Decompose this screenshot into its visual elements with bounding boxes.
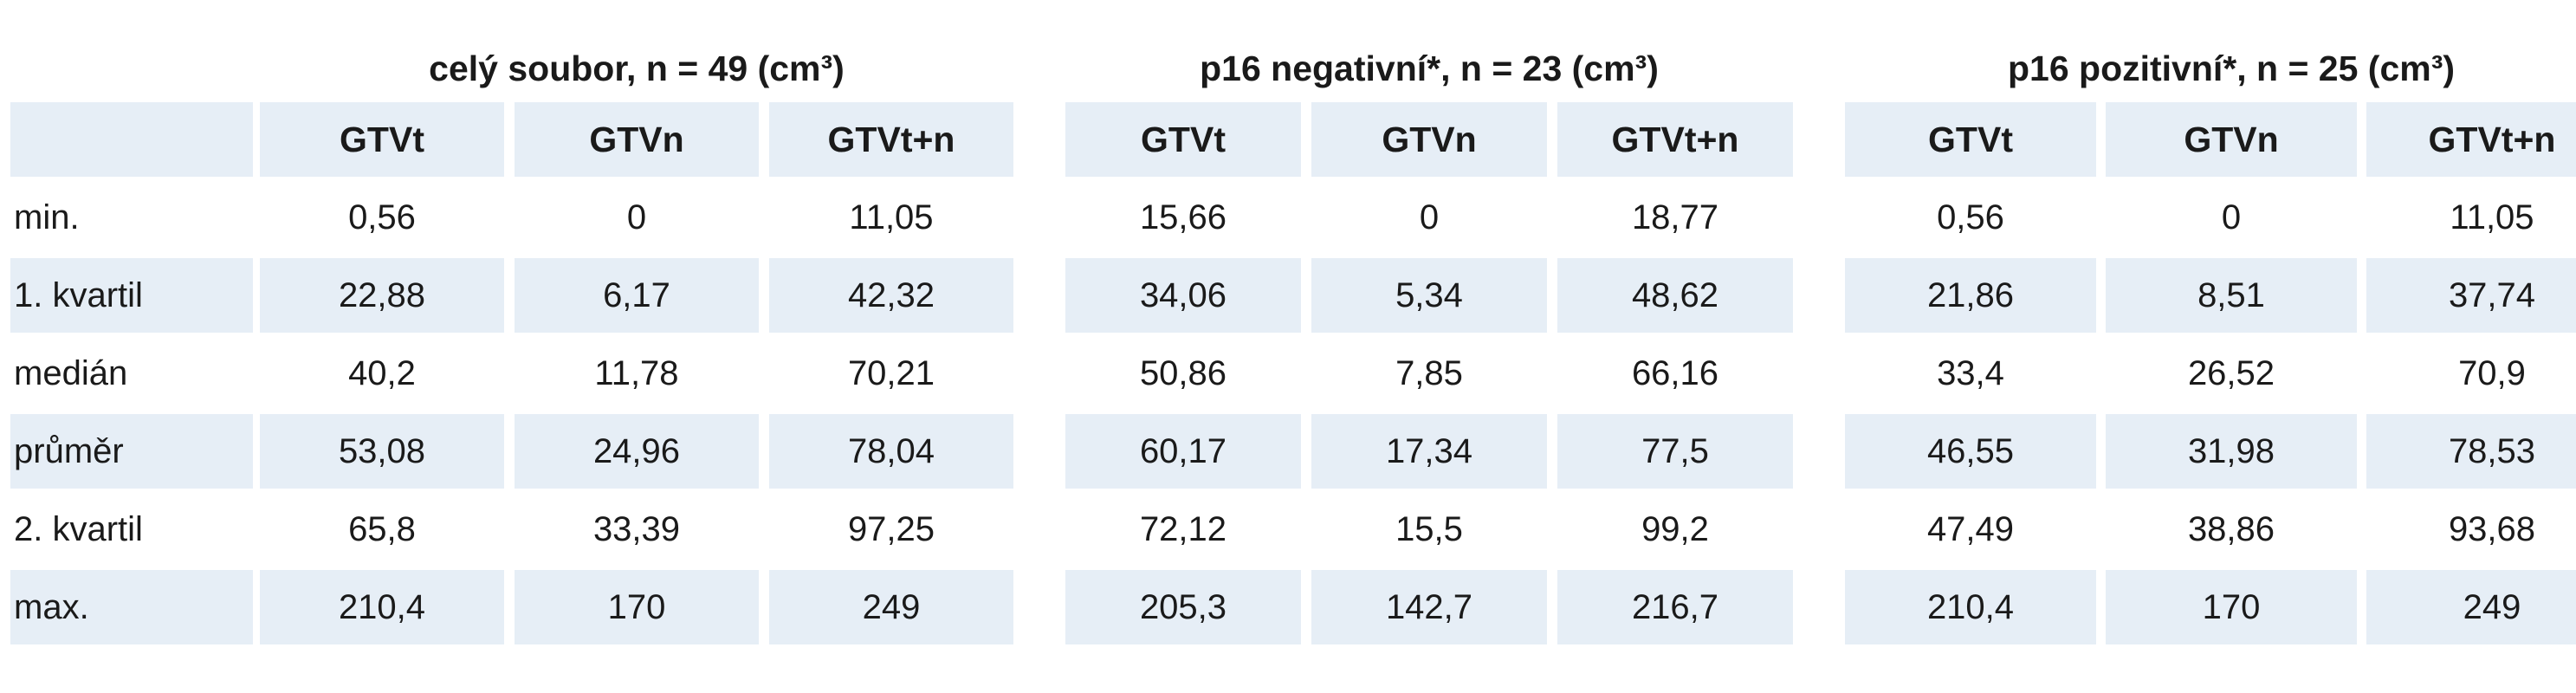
table-cell: 78,53 [2366,414,2576,489]
column-header: GTVn [2106,102,2357,177]
table-row: 1. kvartil 22,88 6,17 42,32 34,06 5,34 48,62 21… [10,258,2576,333]
column-gap [1013,570,1065,644]
table-cell: 11,78 [594,353,679,392]
table-cell: 142,7 [1311,570,1547,644]
table-row: 2. kvartil 65,8 33,39 97,25 72,12 15,5 99,2 47,… [10,492,2566,567]
column-gap [1013,492,1065,567]
column-header: GTVn [1311,102,1547,177]
table-cell: 46,55 [1845,414,2096,489]
table-cell: 0,56 [348,198,416,236]
table-cell: 65,8 [348,509,416,548]
column-header: GTVt [260,102,504,177]
row-label: max. [10,570,253,644]
column-header: GTVt+n [769,102,1013,177]
group-title-p16-positive: p16 pozitivní*, n = 25 (cm³) [2007,48,2456,88]
column-gap [1013,258,1065,333]
table-cell: 8,51 [2106,258,2357,333]
table-cell: 48,62 [1557,258,1793,333]
table-cell: 70,21 [847,353,935,392]
table-cell: 24,96 [515,414,759,489]
column-gap [1013,414,1065,489]
table-cell: 70,9 [2458,353,2526,392]
row-label: 2. kvartil [14,509,143,548]
table-cell: 34,06 [1065,258,1301,333]
table-cell: 0,56 [1937,198,2004,236]
column-header: GTVn [515,102,759,177]
table-cell: 53,08 [260,414,504,489]
table-cell: 93,68 [2448,509,2536,548]
table-cell: 170 [515,570,759,644]
table-cell: 42,32 [769,258,1013,333]
table-cell: 15,5 [1395,509,1463,548]
table-cell: 26,52 [2187,353,2275,392]
group-title-p16-negative: p16 negativní*, n = 23 (cm³) [1200,48,1659,88]
table-cell: 77,5 [1557,414,1793,489]
group-header-row: celý soubor, n = 49 (cm³) p16 negativní*… [10,35,2566,102]
table-cell: 78,04 [769,414,1013,489]
table-cell: 205,3 [1065,570,1301,644]
column-gap [1793,336,1845,411]
table-row: průměr 53,08 24,96 78,04 60,17 17,34 77,5 46,55… [10,414,2576,489]
table-cell: 21,86 [1845,258,2096,333]
table-cell: 6,17 [515,258,759,333]
table-cell: 5,34 [1311,258,1547,333]
table-cell: 249 [769,570,1013,644]
table-cell: 38,86 [2187,509,2275,548]
table-cell: 33,39 [592,509,681,548]
table-row: min. 0,56 0 11,05 15,66 0 18,77 0,56 0 11,05 [10,180,2566,255]
table-cell: 60,17 [1065,414,1301,489]
table-cell: 72,12 [1139,509,1227,548]
table-cell: 97,25 [847,509,935,548]
table-cell: 170 [2106,570,2357,644]
column-gap [1793,414,1845,489]
table-cell: 31,98 [2106,414,2357,489]
table-cell: 11,05 [849,198,934,236]
row-label: 1. kvartil [10,258,253,333]
column-header: GTVt [1845,102,2096,177]
column-header: GTVt+n [2366,102,2576,177]
column-header: GTVt+n [1557,102,1793,177]
row-label: min. [14,198,80,236]
table-row: max. 210,4 170 249 205,3 142,7 216,7 210,4 170 24… [10,570,2576,644]
table-cell: 66,16 [1631,353,1719,392]
table-cell: 47,49 [1926,509,2015,548]
data-rows: min. 0,56 0 11,05 15,66 0 18,77 0,56 0 11,05 1. kv… [10,180,2576,644]
header-label-cell [10,102,253,177]
table-cell: 15,66 [1139,198,1227,236]
column-gap [1013,102,1065,177]
table-row: medián 40,2 11,78 70,21 50,86 7,85 66,16 33,4 26… [10,336,2566,411]
table-cell: 0 [1419,198,1440,236]
column-gap [1013,336,1065,411]
column-gap [1793,102,1845,177]
table-cell: 22,88 [260,258,504,333]
table-cell: 210,4 [1845,570,2096,644]
table-cell: 210,4 [260,570,504,644]
column-gap [1793,570,1845,644]
column-header: GTVt [1065,102,1301,177]
table-cell: 0 [626,198,647,236]
table-cell: 216,7 [1557,570,1793,644]
row-label: průměr [10,414,253,489]
column-gap [1793,492,1845,567]
column-gap [1013,180,1065,255]
table-cell: 249 [2366,570,2576,644]
table-cell: 50,86 [1139,353,1227,392]
column-gap [1793,258,1845,333]
table-cell: 99,2 [1641,509,1709,548]
table-cell: 0 [2221,198,2242,236]
table-cell: 17,34 [1311,414,1547,489]
group-title-whole-cohort: celý soubor, n = 49 (cm³) [429,48,845,88]
table-cell: 18,77 [1631,198,1719,236]
table-cell: 7,85 [1395,353,1463,392]
column-header-row: GTVt GTVn GTVt+n GTVt GTVn GTVt+n GTVt G… [10,102,2576,177]
table-cell: 33,4 [1937,353,2004,392]
column-gap [1793,180,1845,255]
row-label: medián [14,353,128,392]
volume-statistics-table: celý soubor, n = 49 (cm³) p16 negativní*… [10,35,2576,648]
table-cell: 11,05 [2450,198,2534,236]
table-cell: 37,74 [2366,258,2576,333]
table-cell: 40,2 [348,353,416,392]
